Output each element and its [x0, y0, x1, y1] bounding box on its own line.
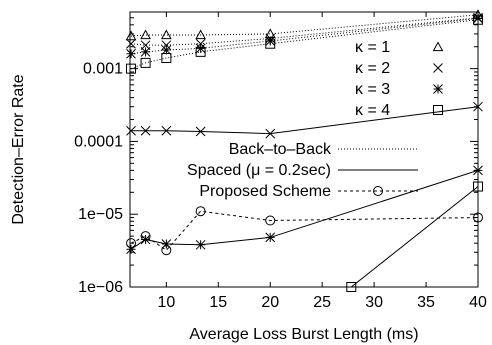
series-line-2: [130, 17, 478, 55]
series-5-point-3: [195, 239, 206, 250]
series-5-point-0: [126, 244, 136, 255]
series-0-point-1: [140, 29, 151, 40]
series-4-point-2: [161, 125, 172, 136]
y-axis-label: Detection–Error Rate: [10, 74, 27, 224]
series-0-point-2: [161, 29, 172, 40]
series-line-4: [131, 106, 478, 135]
legend-kappa-label-0: κ = 1: [355, 39, 390, 56]
y-tick-label-0: 1e−06: [78, 279, 123, 296]
legend-kappa-marker-1: [433, 63, 443, 73]
series-line-6: [350, 186, 478, 287]
series-2-point-0: [126, 48, 136, 59]
series-4-point-0: [126, 125, 136, 136]
series-0-point-4: [264, 28, 276, 39]
series-3-point-3: [195, 46, 206, 57]
legend-scheme-label-2: Proposed Scheme: [199, 183, 331, 200]
legend-kappa-label-1: κ = 2: [355, 60, 390, 77]
series-2-point-2: [161, 45, 172, 55]
series-2-point-1: [140, 47, 151, 57]
series-7-point-3: [195, 206, 206, 217]
x-tick-label-2: 20: [261, 294, 279, 311]
y-tick-label-1: 1e−05: [78, 206, 123, 223]
series-7-point-4: [265, 215, 276, 226]
series-4-point-1: [140, 125, 151, 136]
legend-scheme-marker-2: [373, 186, 383, 196]
series-4-point-4: [265, 128, 276, 139]
legend-kappa-label-2: κ = 3: [355, 81, 390, 98]
plot-frame: [129, 11, 479, 288]
series-2-point-3: [195, 43, 206, 54]
series-0-point-0: [125, 30, 137, 41]
x-tick-label-3: 25: [313, 294, 331, 311]
x-tick-label-1: 15: [209, 294, 227, 311]
x-axis-label: Average Loss Burst Length (ms): [189, 326, 418, 343]
series-7-point-2: [161, 245, 172, 256]
legend: κ = 1 κ = 2 κ = 3 κ = 4 Back–to–Back Spaced (…: [187, 39, 444, 200]
series-3-point-2: [161, 53, 172, 64]
axes: 10 15 20 25 30 35 40 1e−06 1e−05 0.0001 0.001: [74, 11, 487, 311]
series-line-5: [130, 169, 478, 250]
y-tick-label-2: 0.0001: [74, 133, 123, 150]
series-3-point-1: [140, 57, 151, 68]
series-2-point-4: [265, 36, 276, 46]
x-tick-label-0: 10: [157, 294, 175, 311]
series-1-point-0: [126, 38, 136, 49]
legend-scheme-label-0: Back–to–Back: [229, 141, 332, 158]
legend-scheme-label-1: Spaced (μ = 0.2sec): [187, 162, 331, 179]
series-line-3: [130, 19, 478, 70]
series-3-point-4: [265, 38, 276, 49]
series-0-point-3: [195, 29, 206, 40]
series-1-point-2: [161, 40, 172, 51]
x-tick-label-5: 35: [417, 294, 435, 311]
series-5-point-4: [265, 232, 276, 243]
series-7-point-0: [126, 238, 137, 249]
series-7-point-1: [140, 231, 151, 242]
series-line-0: [131, 14, 478, 37]
legend-kappa-marker-3: [433, 105, 443, 115]
y-tick-label-3: 0.001: [83, 61, 123, 78]
legend-kappa-label-3: κ = 4: [355, 102, 390, 119]
x-tick-label-4: 30: [365, 294, 383, 311]
series-4-point-3: [195, 126, 206, 137]
series-line-1: [130, 17, 478, 46]
series-5-point-1: [140, 234, 151, 245]
x-tick-label-6: 40: [469, 294, 487, 311]
legend-kappa-marker-2: [433, 84, 443, 94]
series-1-point-3: [195, 38, 206, 49]
series-5-point-2: [161, 239, 172, 249]
legend-kappa-marker-0: [432, 41, 444, 52]
